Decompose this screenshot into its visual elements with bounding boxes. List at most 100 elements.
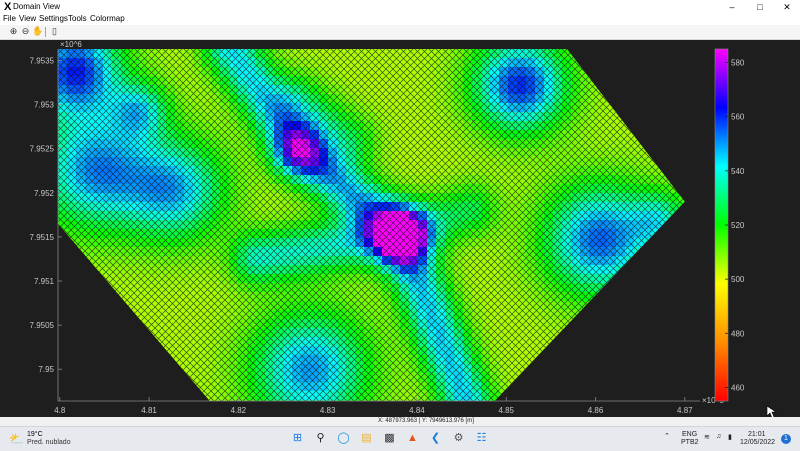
heatmap-cell xyxy=(553,382,563,392)
battery-icon[interactable]: ▮ xyxy=(728,434,732,441)
heatmap-cell xyxy=(265,85,275,95)
heatmap-cell xyxy=(490,121,500,131)
heatmap-cell xyxy=(670,49,680,59)
mesh-line xyxy=(496,49,685,401)
heatmap-cell xyxy=(391,85,401,95)
minimize-icon[interactable]: – xyxy=(729,2,735,12)
heatmap-cell xyxy=(103,301,113,311)
heatmap-cell xyxy=(319,292,329,302)
heatmap-cell xyxy=(670,274,680,284)
heatmap-cell xyxy=(562,355,572,365)
heatmap-cell xyxy=(319,328,329,338)
heatmap-cell xyxy=(580,373,590,383)
heatmap-cell xyxy=(301,76,311,86)
heatmap-cell xyxy=(301,247,311,257)
clock-date[interactable]: 12/05/2022 xyxy=(740,439,776,446)
heatmap-cell xyxy=(517,364,527,374)
lang-bottom[interactable]: PTB2 xyxy=(681,439,699,446)
search-icon[interactable]: ⚲ xyxy=(316,432,325,444)
colorbar-tick-label: 480 xyxy=(731,329,745,338)
heatmap-cell xyxy=(661,346,671,356)
heatmap-cell xyxy=(535,175,545,185)
heatmap-cell xyxy=(589,166,599,176)
heatmap-cell xyxy=(256,211,266,221)
heatmap-cell xyxy=(562,148,572,158)
weather-description[interactable]: Pred. nublado xyxy=(27,439,71,446)
weather-cloud-sun-icon[interactable]: ⛅ xyxy=(9,432,24,446)
heatmap-cell xyxy=(661,274,671,284)
menu-view[interactable]: View xyxy=(19,14,37,23)
close-icon[interactable]: ✕ xyxy=(783,2,791,12)
heatmap-cell xyxy=(103,247,113,257)
heatmap-cell xyxy=(355,121,365,131)
mesh-line xyxy=(454,49,685,401)
heatmap-cell xyxy=(364,94,374,104)
zoom-out-icon[interactable]: ⊖ xyxy=(21,26,30,36)
notepad-icon[interactable]: ☷ xyxy=(476,432,487,444)
heatmap-cell xyxy=(580,355,590,365)
mesh-line xyxy=(693,40,800,417)
heatmap-cell xyxy=(58,157,68,167)
chevron-up-icon[interactable]: ⌃ xyxy=(664,433,670,440)
heatmap-cell xyxy=(355,292,365,302)
heatmap-cell xyxy=(535,283,545,293)
heatmap-cell xyxy=(76,202,86,212)
heatmap-cell xyxy=(589,256,599,266)
heatmap-cell xyxy=(697,211,707,221)
heatmap-cell xyxy=(454,301,464,311)
menu-tools[interactable]: Tools xyxy=(68,14,87,23)
heatmap-cell xyxy=(454,157,464,167)
heatmap-cell xyxy=(616,238,626,248)
heatmap-cell xyxy=(256,400,266,401)
heatmap-cell xyxy=(76,49,86,59)
matlab-icon[interactable]: ▲ xyxy=(407,432,418,444)
file-explorer-icon[interactable]: ▤ xyxy=(361,432,372,444)
heatmap-cell xyxy=(598,310,608,320)
heatmap-cell xyxy=(229,211,239,221)
x-tick-label: 4.85 xyxy=(498,406,514,415)
heatmap-cell xyxy=(589,130,599,140)
windows-start-icon[interactable]: ⊞ xyxy=(292,432,303,444)
mesh-line xyxy=(777,40,800,417)
edge-browser-icon[interactable]: ◯ xyxy=(337,432,350,444)
vscode-icon[interactable]: ❮ xyxy=(430,432,441,444)
heatmap-cell xyxy=(463,112,473,122)
heatmap-cell xyxy=(337,175,347,185)
heatmap-cell xyxy=(103,364,113,374)
heatmap-cell xyxy=(148,184,158,194)
zoom-in-icon[interactable]: ⊕ xyxy=(9,26,18,36)
heatmap-cell xyxy=(130,292,140,302)
heatmap-cell xyxy=(202,274,212,284)
heatmap-cell xyxy=(409,238,419,248)
heatmap-cell xyxy=(202,238,212,248)
heatmap-cell xyxy=(364,364,374,374)
heatmap-cell xyxy=(436,400,446,401)
heatmap-cell xyxy=(355,238,365,248)
heatmap-cell xyxy=(211,238,221,248)
menu-file[interactable]: File xyxy=(3,14,16,23)
heatmap-cell xyxy=(625,49,635,59)
heatmap-cell xyxy=(139,121,149,131)
heatmap-cell xyxy=(526,193,536,203)
weather-temp[interactable]: 19°C xyxy=(27,431,43,438)
heatmap-cell xyxy=(166,211,176,221)
heatmap-cell xyxy=(247,193,257,203)
heatmap-cell xyxy=(526,337,536,347)
lang-top[interactable]: ENG xyxy=(682,431,698,438)
heatmap-cell xyxy=(193,292,203,302)
speaker-icon[interactable]: ♫ xyxy=(716,433,722,440)
pan-hand-icon[interactable]: ✋ xyxy=(32,26,44,36)
heatmap-cell xyxy=(526,103,536,113)
settings-app-icon[interactable]: ⚙ xyxy=(453,432,464,444)
heatmap-cell xyxy=(679,247,685,257)
clock-time[interactable]: 21:01 xyxy=(748,431,766,438)
terminal-icon[interactable]: ▩ xyxy=(384,432,395,444)
notification-badge[interactable]: 1 xyxy=(781,434,791,444)
mesh-line xyxy=(58,49,213,401)
colorbar-toggle-icon[interactable]: ▯ xyxy=(52,26,57,36)
maximize-icon[interactable]: □ xyxy=(757,2,763,12)
menu-colormap[interactable]: Colormap xyxy=(90,14,125,23)
wifi-icon[interactable]: ≋ xyxy=(704,434,710,441)
menu-settings[interactable]: Settings xyxy=(39,14,68,23)
heatmap-cell xyxy=(634,364,644,374)
